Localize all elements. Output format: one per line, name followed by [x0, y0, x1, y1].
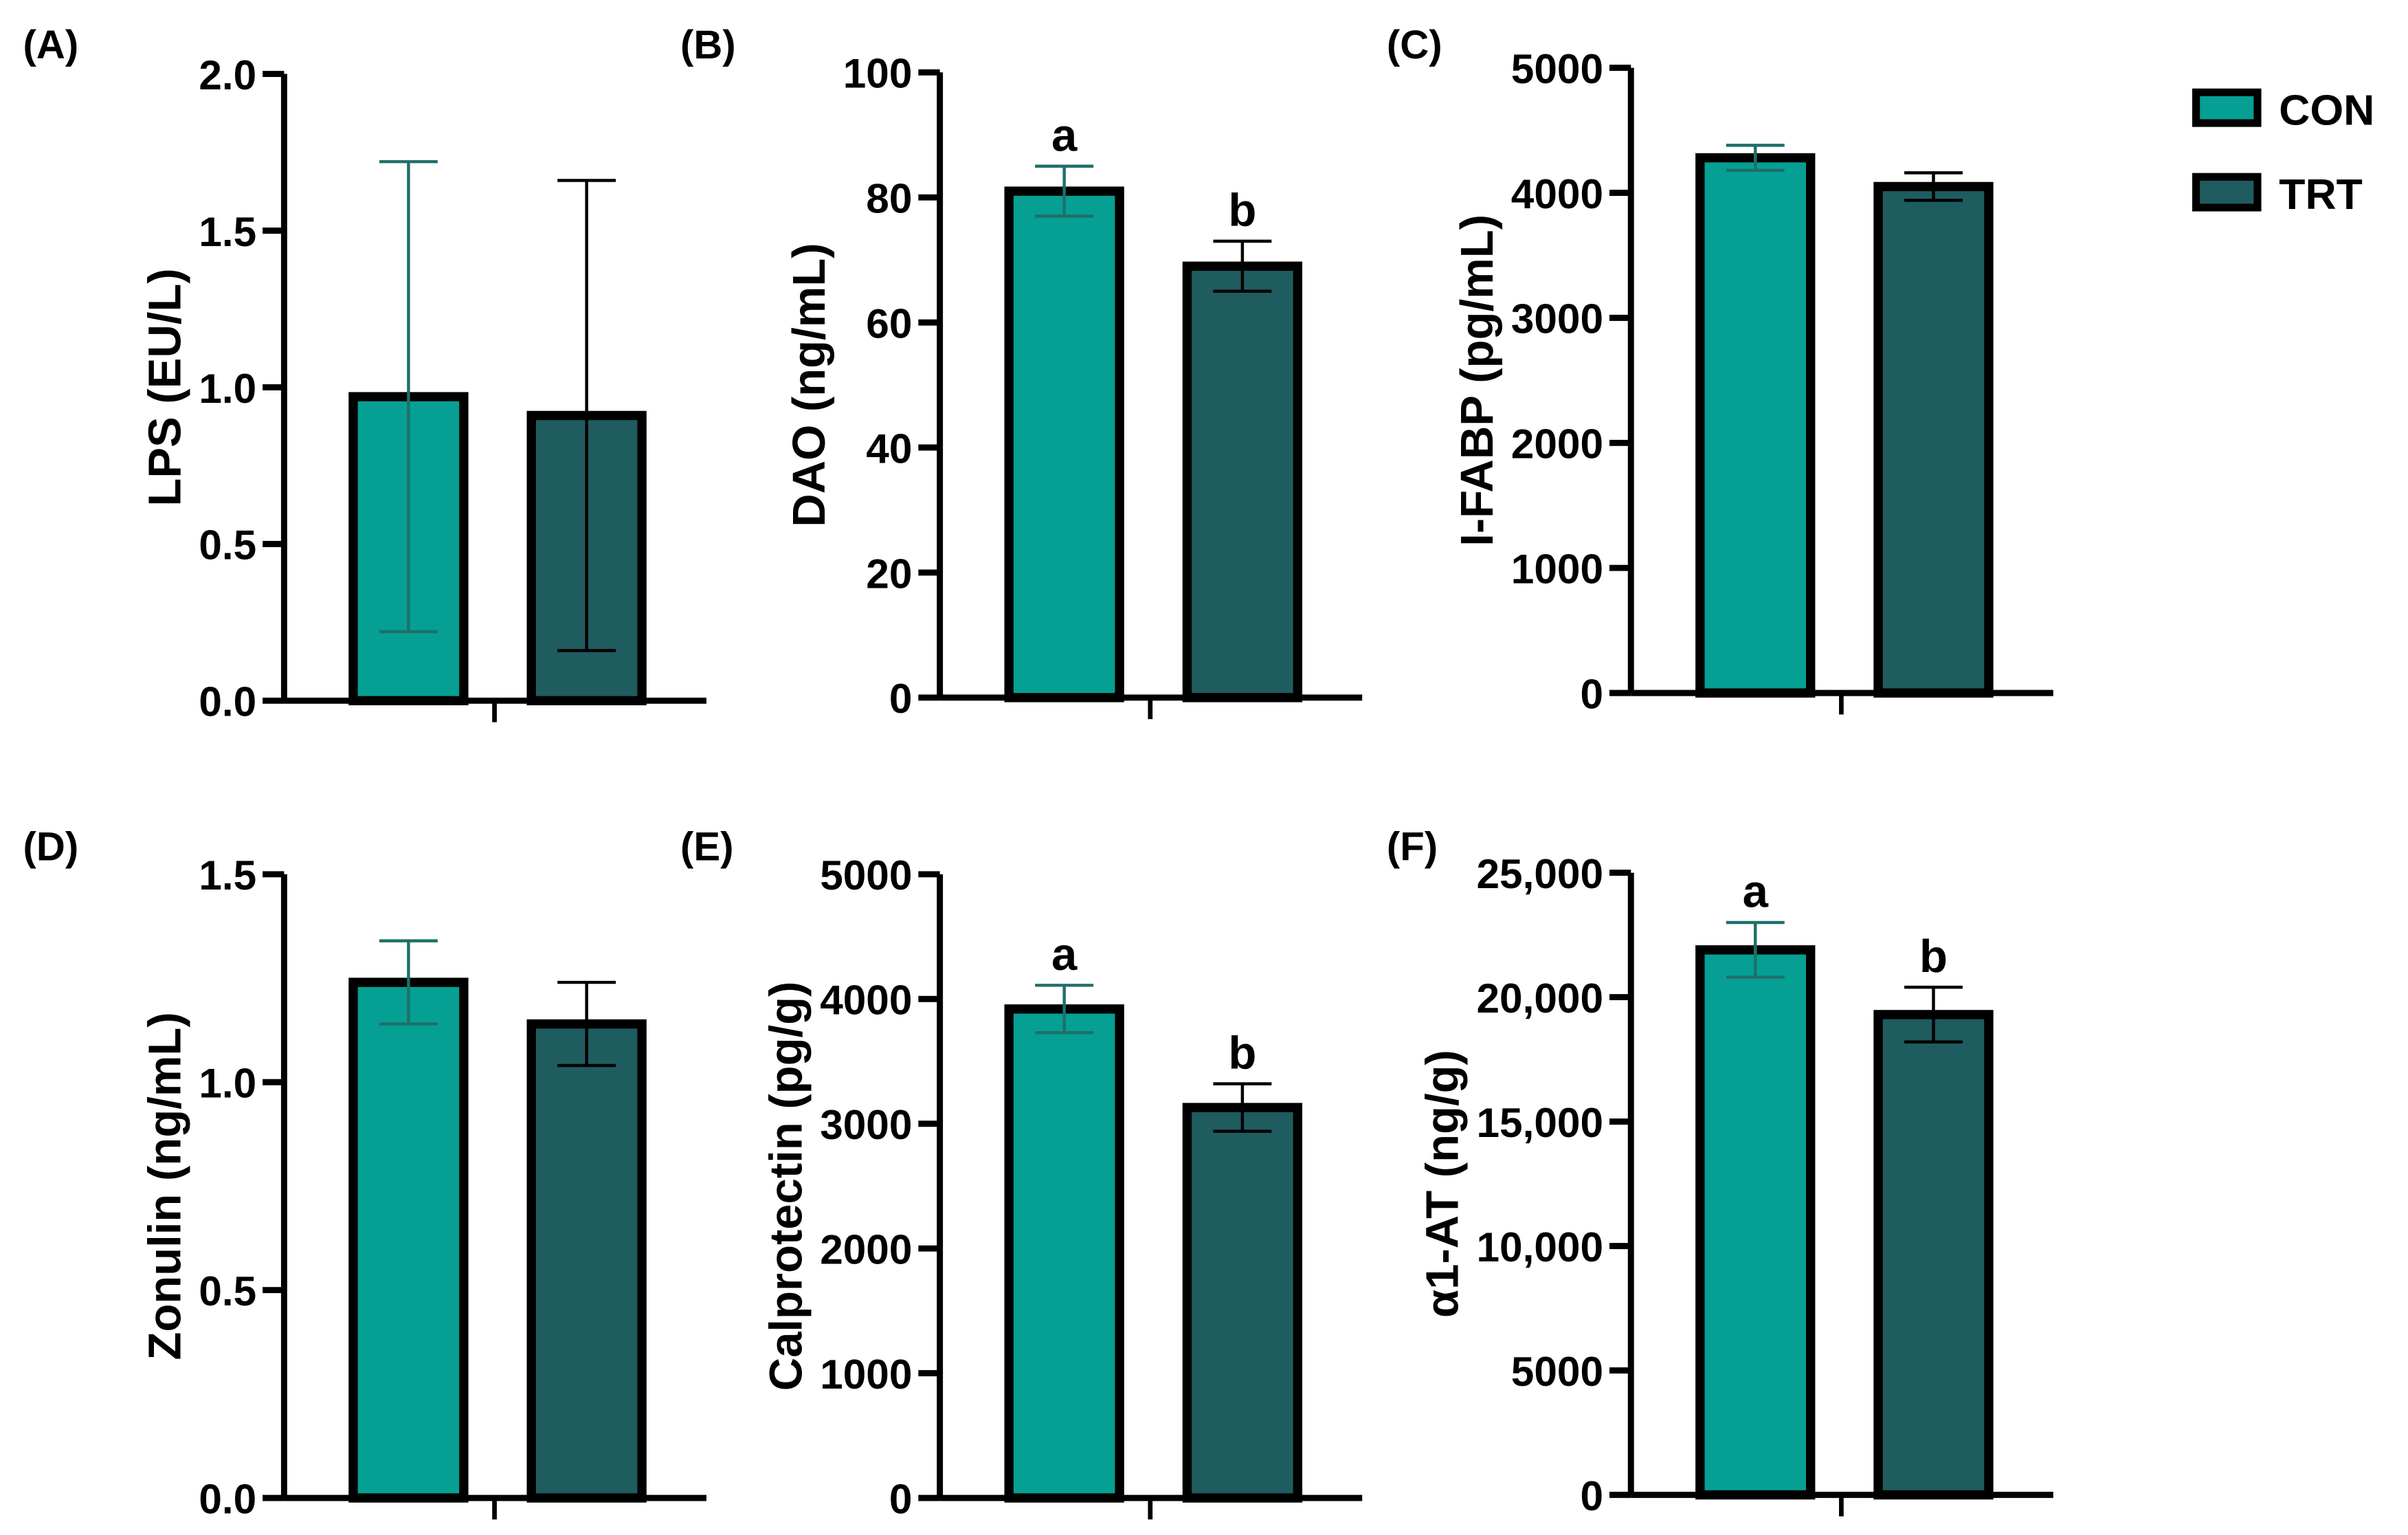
- significance-letter: b: [1228, 1027, 1256, 1079]
- bar-con: [348, 978, 469, 1503]
- y-tick-label: 5000: [1511, 1348, 1603, 1395]
- y-tick-label: 3000: [820, 1101, 912, 1148]
- bar-trt: [1873, 1010, 1994, 1500]
- significance-letter: b: [1919, 931, 1948, 982]
- y-tick-label: 1.5: [199, 852, 256, 898]
- bar-trt: [1182, 261, 1303, 703]
- y-tick-label: 1000: [1511, 546, 1603, 593]
- bar-trt: [1182, 1103, 1303, 1503]
- y-tick-label: 1000: [820, 1351, 912, 1398]
- y-tick-label: 1.0: [199, 1060, 256, 1107]
- y-tick-label: 100: [843, 50, 913, 97]
- y-tick-label: 4000: [820, 977, 912, 1024]
- legend-swatch-con: [2192, 88, 2262, 127]
- y-tick-label: 5000: [820, 852, 912, 898]
- y-tick-label: 4000: [1511, 170, 1603, 217]
- bar-trt: [1873, 181, 1994, 698]
- y-axis-label: I-FABP (pg/mL): [1451, 214, 1503, 546]
- bar-con: [1695, 153, 1816, 698]
- significance-letter: a: [1743, 866, 1769, 918]
- panel-3: (D) 0.0 0.5 1.0 1.5 Zonulin (ng/mL): [23, 825, 706, 1522]
- y-axis-label: Calprotectin (pg/g): [760, 982, 812, 1391]
- panel-label: (D): [23, 825, 79, 870]
- y-axis-label: LPS (EU/L): [140, 268, 191, 506]
- y-tick-label: 60: [866, 300, 912, 346]
- y-tick-label: 1.5: [199, 208, 256, 255]
- y-tick-label: 0.0: [199, 678, 256, 725]
- y-tick-label: 0.0: [199, 1475, 256, 1522]
- y-tick-label: 0: [1580, 670, 1603, 717]
- y-tick-label: 80: [866, 175, 912, 222]
- y-tick-label: 3000: [1511, 296, 1603, 342]
- y-tick-label: 0.5: [199, 522, 256, 568]
- legend-label-con: CON: [2279, 86, 2374, 134]
- y-tick-label: 20: [866, 550, 912, 597]
- panel-label: (A): [23, 23, 79, 67]
- y-tick-label: 20,000: [1476, 975, 1603, 1022]
- legend: CON TRT: [2192, 86, 2374, 219]
- y-tick-label: 2000: [1511, 421, 1603, 467]
- panel-0: (A) 0.0 0.5 1.0 1.5 2.0 LPS (EU/L): [23, 23, 706, 725]
- significance-letter: a: [1051, 109, 1078, 161]
- panel-label: (E): [680, 825, 733, 870]
- significance-letter: b: [1228, 185, 1256, 236]
- bar-con: [1695, 945, 1816, 1500]
- panels: (A) 0.0 0.5 1.0 1.5 2.0 LPS (EU/L) (B) 0 20 40 60 80…: [23, 23, 2053, 1522]
- y-axis-label: DAO (ng/mL): [783, 243, 835, 527]
- legend-label-trt: TRT: [2279, 170, 2363, 219]
- panel-2: (C) 0 1000 2000 3000 4000 5000 I-FABP (pg/mL): [1387, 23, 2053, 717]
- y-tick-label: 5000: [1511, 45, 1603, 92]
- y-tick-label: 1.0: [199, 365, 256, 412]
- significance-letter: a: [1051, 929, 1078, 980]
- y-tick-label: 0: [889, 675, 913, 722]
- y-tick-label: 40: [866, 425, 912, 472]
- bar-trt: [526, 1019, 647, 1503]
- y-tick-label: 15,000: [1476, 1099, 1603, 1146]
- y-tick-label: 0.5: [199, 1268, 256, 1314]
- y-tick-label: 0: [1580, 1472, 1603, 1519]
- bar-con: [1004, 186, 1124, 703]
- y-tick-label: 10,000: [1476, 1224, 1603, 1270]
- y-tick-label: 25,000: [1476, 850, 1603, 897]
- legend-swatch-trt: [2192, 173, 2262, 212]
- y-axis-label: Zonulin (ng/mL): [140, 1012, 191, 1360]
- panel-1: (B) 0 20 40 60 80 100 DAO (ng/mL) a b: [680, 23, 1363, 722]
- panel-label: (C): [1387, 23, 1442, 67]
- panel-4: (E) 0 1000 2000 3000 4000 5000 Calprotectin (pg…: [680, 825, 1363, 1522]
- panel-5: (F) 0 5000 10,000 15,000 20,000 25,000 α1-AT (n…: [1387, 825, 2053, 1519]
- panel-label: (B): [680, 23, 736, 67]
- y-tick-label: 2.0: [199, 52, 256, 98]
- y-tick-label: 2000: [820, 1226, 912, 1273]
- y-tick-label: 0: [889, 1475, 913, 1522]
- y-axis-label: α1-AT (ng/g): [1417, 1050, 1469, 1318]
- bar-con: [1004, 1004, 1124, 1503]
- panel-label: (F): [1387, 825, 1438, 870]
